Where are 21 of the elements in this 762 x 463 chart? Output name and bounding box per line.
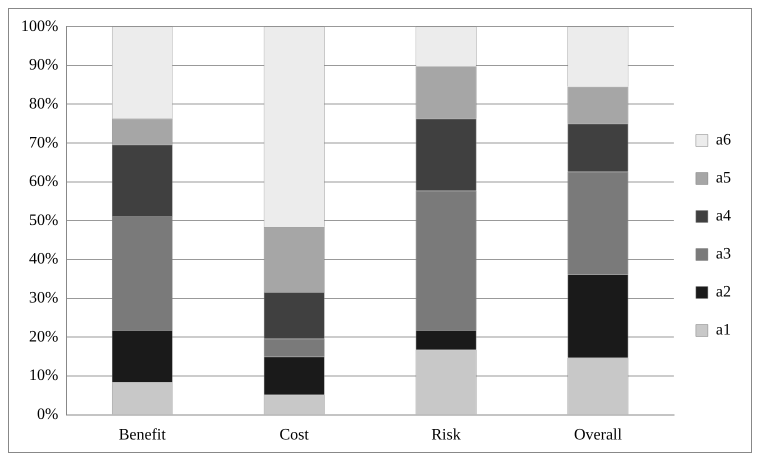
legend-label: a4 — [716, 208, 732, 225]
y-tick-label: 90% — [29, 56, 58, 74]
y-tick-label: 100% — [21, 18, 58, 35]
y-tick-label: 30% — [29, 290, 58, 307]
legend-label: a1 — [716, 322, 732, 339]
y-tick-label: 10% — [29, 367, 58, 384]
legend-label: a2 — [716, 284, 732, 301]
x-tick-label: Benefit — [118, 426, 166, 444]
legend-label: a3 — [716, 246, 732, 263]
y-tick-label: 50% — [29, 212, 58, 229]
y-tick-label: 20% — [29, 328, 58, 346]
x-tick-label: Overall — [574, 426, 622, 444]
y-tick-label: 0% — [37, 406, 58, 424]
x-tick-label: Cost — [279, 426, 310, 444]
y-tick-label: 70% — [29, 134, 58, 152]
y-tick-label: 60% — [29, 173, 58, 190]
legend-label: a6 — [716, 132, 732, 149]
y-tick-label: 40% — [29, 250, 58, 268]
x-tick-label: Risk — [431, 426, 461, 444]
legend-label: a5 — [716, 170, 732, 187]
y-tick-label: 80% — [29, 95, 58, 112]
